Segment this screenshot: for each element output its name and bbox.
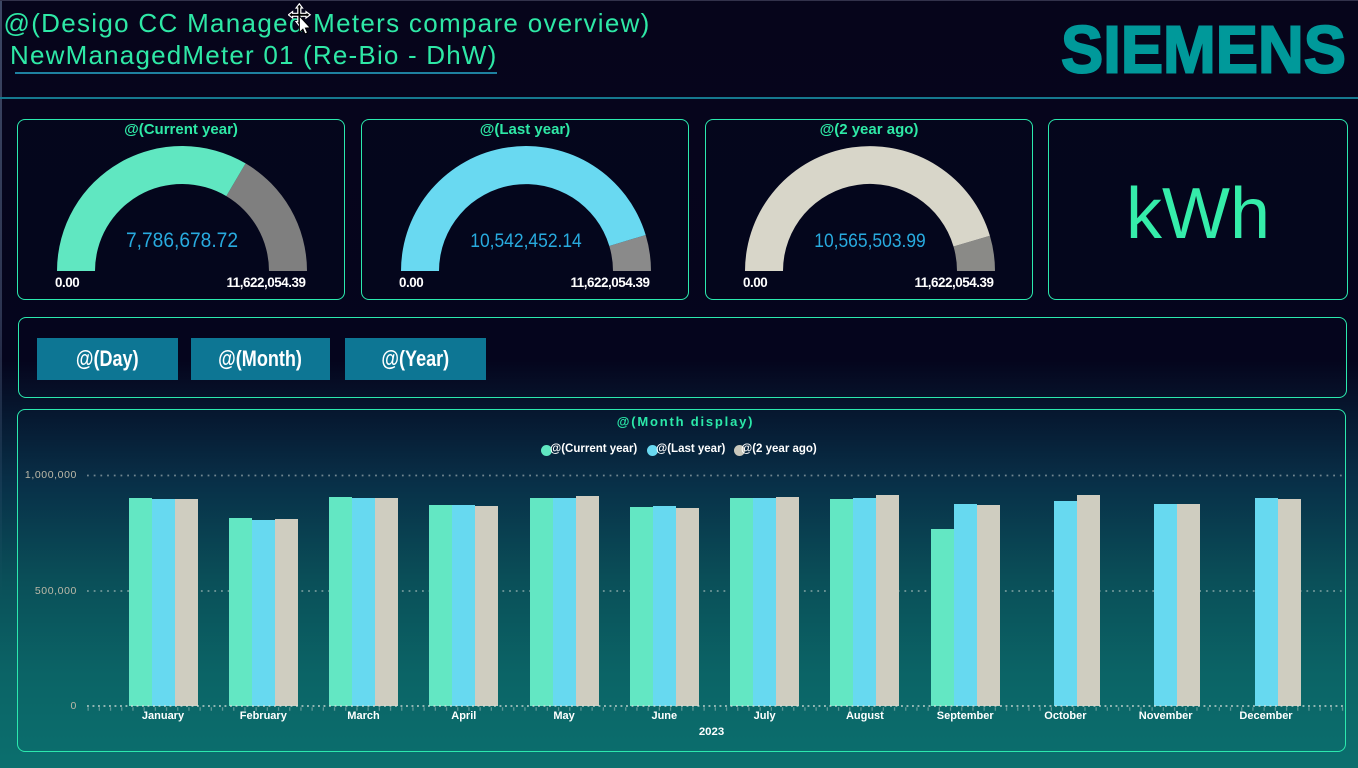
svg-text:10,542,452.14: 10,542,452.14 [470,230,582,252]
svg-text:10,565,503.99: 10,565,503.99 [814,230,926,252]
svg-text:7,786,678.72: 7,786,678.72 [126,229,238,252]
svg-text:SIEMENS: SIEMENS [1061,22,1346,87]
